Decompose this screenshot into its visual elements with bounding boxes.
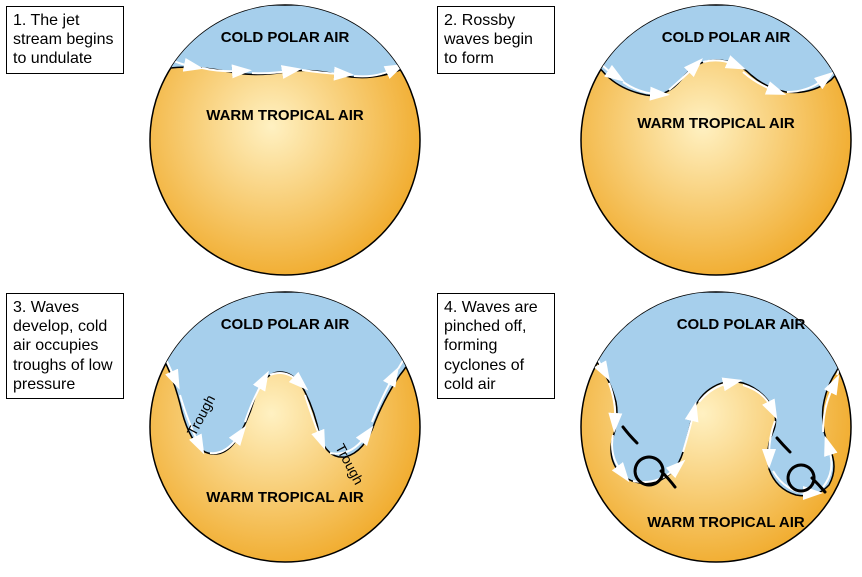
globe-2: COLD POLAR AIR WARM TROPICAL AIR bbox=[571, 0, 861, 290]
panel-2: 2. Rossby waves begin to form COLD POLAR… bbox=[431, 0, 862, 287]
jet-arrow bbox=[831, 42, 847, 70]
polar-air-label: COLD POLAR AIR bbox=[221, 29, 350, 46]
tropical-air-label: WARM TROPICAL AIR bbox=[647, 514, 805, 531]
globe-1: COLD POLAR AIR WARM TROPICAL AIR bbox=[140, 0, 430, 290]
polar-air-label: COLD POLAR AIR bbox=[221, 316, 350, 333]
caption-box-3: 3. Waves develop, cold air occupies trou… bbox=[6, 293, 124, 399]
jet-arrow bbox=[400, 40, 416, 63]
tropical-air-label: WARM TROPICAL AIR bbox=[637, 115, 795, 132]
caption-text-2: 2. Rossby waves begin to form bbox=[444, 12, 533, 67]
globe-3: COLD POLAR AIR WARM TROPICAL AIR Trough … bbox=[140, 287, 430, 577]
tropical-air-label: WARM TROPICAL AIR bbox=[206, 107, 364, 124]
polar-air-label: COLD POLAR AIR bbox=[677, 316, 806, 333]
panel-1: 1. The jet stream begins to undulate COL… bbox=[0, 0, 431, 287]
globe-4: COLD POLAR AIR WARM TROPICAL AIR bbox=[571, 287, 861, 577]
caption-text-4: 4. Waves are pinched off, forming cyclon… bbox=[444, 299, 538, 393]
caption-box-4: 4. Waves are pinched off, forming cyclon… bbox=[437, 293, 555, 399]
tropical-air-label: WARM TROPICAL AIR bbox=[206, 489, 364, 506]
caption-text-3: 3. Waves develop, cold air occupies trou… bbox=[13, 299, 113, 393]
caption-box-2: 2. Rossby waves begin to form bbox=[437, 6, 555, 74]
panel-3: 3. Waves develop, cold air occupies trou… bbox=[0, 287, 431, 575]
jet-arrow bbox=[587, 339, 603, 369]
caption-text-1: 1. The jet stream begins to undulate bbox=[13, 12, 114, 67]
polar-air-label: COLD POLAR AIR bbox=[662, 29, 791, 46]
panel-4: 4. Waves are pinched off, forming cyclon… bbox=[431, 287, 862, 575]
jet-arrow bbox=[398, 335, 416, 369]
caption-box-1: 1. The jet stream begins to undulate bbox=[6, 6, 124, 74]
